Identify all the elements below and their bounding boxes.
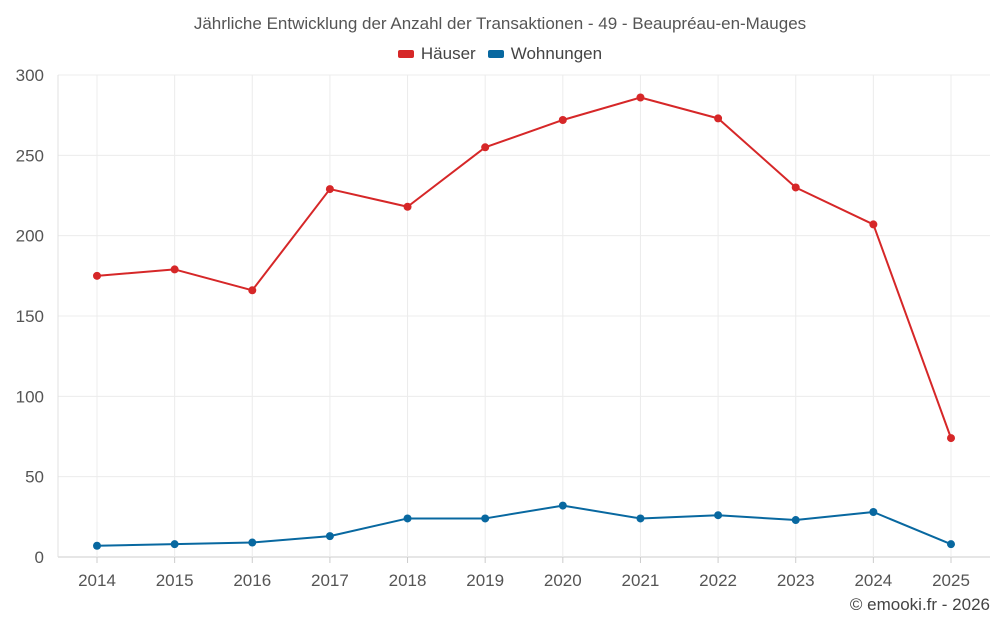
data-point-wohnungen[interactable] <box>403 514 412 523</box>
data-point-wohnungen[interactable] <box>170 540 179 549</box>
x-tick-label: 2017 <box>311 571 349 590</box>
x-tick-label: 2019 <box>466 571 504 590</box>
y-tick-label: 200 <box>16 227 44 246</box>
y-tick-label: 150 <box>16 307 44 326</box>
series-line-haeuser <box>96 96 952 439</box>
legend-label-haeuser: Häuser <box>420 44 476 63</box>
chart-title: Jährliche Entwicklung der Anzahl der Tra… <box>193 14 807 33</box>
data-point-wohnungen[interactable] <box>791 516 800 525</box>
data-point-haeuser[interactable] <box>869 220 878 229</box>
legend: Häuser Wohnungen <box>0 44 1000 64</box>
data-point-wohnungen[interactable] <box>869 508 878 517</box>
data-point-haeuser[interactable] <box>170 265 179 274</box>
data-point-wohnungen[interactable] <box>636 514 645 523</box>
data-point-haeuser[interactable] <box>558 115 567 124</box>
y-tick-label: 250 <box>16 146 44 165</box>
legend-label-wohnungen: Wohnungen <box>510 44 603 63</box>
credit-text: © emooki.fr - 2026 <box>849 595 990 614</box>
data-point-haeuser[interactable] <box>481 143 490 152</box>
data-point-wohnungen[interactable] <box>947 540 955 549</box>
y-tick-label: 0 <box>35 548 44 567</box>
data-point-wohnungen[interactable] <box>93 541 101 550</box>
series-line-wohnungen <box>96 504 952 547</box>
data-point-haeuser[interactable] <box>325 185 334 194</box>
data-point-haeuser[interactable] <box>714 114 723 123</box>
data-point-haeuser[interactable] <box>93 271 101 280</box>
axes: 0 50 100 150 200 250 300 2014 2015 2016 2017 2018 20… <box>16 66 970 590</box>
data-point-haeuser[interactable] <box>248 286 257 295</box>
x-tick-label: 2023 <box>777 571 815 590</box>
legend-item-wohnungen[interactable]: Wohnungen <box>487 44 603 64</box>
data-point-wohnungen[interactable] <box>714 511 723 520</box>
data-point-wohnungen[interactable] <box>558 501 567 510</box>
series <box>93 93 955 550</box>
data-point-wohnungen[interactable] <box>325 532 334 541</box>
data-point-haeuser[interactable] <box>403 202 412 211</box>
x-tick-label: 2014 <box>78 571 116 590</box>
x-tick-label: 2025 <box>932 571 970 590</box>
y-tick-label: 100 <box>16 387 44 406</box>
x-tick-label: 2021 <box>622 571 660 590</box>
grid <box>58 74 990 558</box>
x-tick-label: 2024 <box>854 571 892 590</box>
y-tick-label: 50 <box>25 468 44 487</box>
data-point-wohnungen[interactable] <box>248 538 257 547</box>
y-tick-label: 300 <box>16 66 44 85</box>
data-point-haeuser[interactable] <box>636 93 645 102</box>
legend-swatch-wohnungen <box>487 50 504 58</box>
data-point-wohnungen[interactable] <box>481 514 490 523</box>
legend-item-haeuser[interactable]: Häuser <box>397 44 476 64</box>
legend-swatch-haeuser <box>397 50 414 58</box>
data-point-haeuser[interactable] <box>791 183 800 192</box>
x-tick-label: 2015 <box>156 571 194 590</box>
data-point-haeuser[interactable] <box>947 434 955 443</box>
x-tick-label: 2022 <box>699 571 737 590</box>
x-tick-label: 2020 <box>544 571 582 590</box>
x-tick-label: 2016 <box>233 571 271 590</box>
x-tick-label: 2018 <box>389 571 427 590</box>
